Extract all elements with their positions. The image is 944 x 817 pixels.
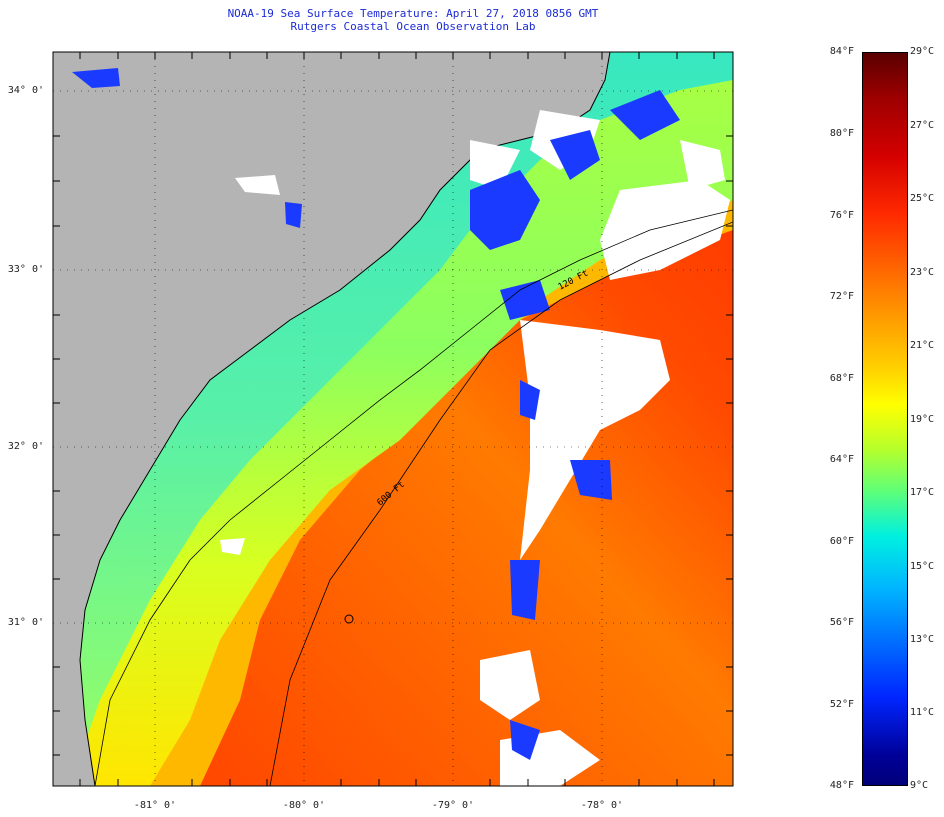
lat-label-31: 31° 0' — [7, 617, 44, 628]
colorbar-c-label: 15°C — [910, 561, 935, 572]
colorbar-c-label: 27°C — [910, 120, 935, 131]
colorbar-f-label: 80°F — [829, 128, 854, 139]
colorbar-c-label: 17°C — [910, 487, 935, 498]
colorbar-c-label: 11°C — [910, 707, 935, 718]
lat-label-33: 33° 0' — [7, 264, 44, 275]
lon-label-78: -78° 0' — [580, 800, 624, 811]
colorbar-c-label: 25°C — [910, 193, 935, 204]
colorbar-f-label: 60°F — [829, 536, 854, 547]
colorbar-c-label: 19°C — [910, 414, 935, 425]
map-frame — [52, 51, 734, 787]
colorbar-f-label: 72°F — [829, 291, 854, 302]
colorbar-c-label: 9°C — [910, 780, 929, 791]
land — [53, 52, 610, 786]
colorbar-f-label: 48°F — [829, 780, 854, 791]
cold-water-patches — [72, 68, 680, 760]
map-plot-area — [53, 52, 733, 786]
colorbar-f-label: 64°F — [829, 454, 854, 465]
colorbar-f-label: 84°F — [829, 46, 854, 57]
map-subtitle: Rutgers Coastal Ocean Observation Lab — [290, 20, 536, 33]
colorbar-c-label: 23°C — [910, 267, 935, 278]
lon-label-79: -79° 0' — [431, 800, 475, 811]
isobath-600ft — [269, 221, 733, 786]
lat-label-32: 32° 0' — [7, 441, 44, 452]
colorbar-f-label: 56°F — [829, 617, 854, 628]
axis-ticks — [53, 52, 733, 786]
lon-label-81: -81° 0' — [133, 800, 177, 811]
isobath-120ft — [94, 209, 733, 786]
temperature-colorbar — [862, 52, 908, 786]
colorbar-f-label: 76°F — [829, 210, 854, 221]
map-title: NOAA-19 Sea Surface Temperature: April 2… — [227, 7, 599, 20]
colorbar-f-label: 68°F — [829, 373, 854, 384]
lat-label-34: 34° 0' — [7, 85, 44, 96]
colorbar-c-label: 29°C — [910, 46, 935, 57]
lon-label-80: -80° 0' — [282, 800, 326, 811]
colorbar-c-label: 21°C — [910, 340, 935, 351]
cloud-mask — [220, 110, 730, 786]
station-marker — [344, 614, 354, 624]
colorbar-c-label: 13°C — [910, 634, 935, 645]
colorbar-f-label: 52°F — [829, 699, 854, 710]
